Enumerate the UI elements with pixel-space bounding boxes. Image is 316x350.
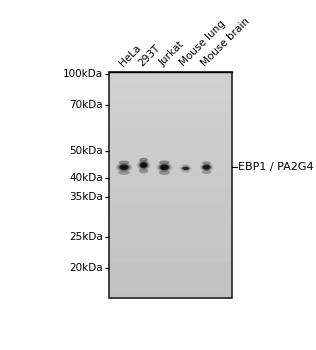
Ellipse shape [140, 162, 147, 168]
Ellipse shape [200, 163, 213, 172]
Ellipse shape [117, 163, 131, 172]
Text: 35kDa: 35kDa [70, 192, 103, 202]
Text: 50kDa: 50kDa [70, 146, 103, 156]
Ellipse shape [180, 166, 191, 171]
Ellipse shape [159, 170, 170, 175]
Text: EBP1 / PA2G4: EBP1 / PA2G4 [238, 162, 313, 172]
Ellipse shape [140, 162, 147, 168]
Ellipse shape [138, 161, 149, 169]
Ellipse shape [118, 170, 130, 175]
Ellipse shape [182, 167, 189, 170]
Ellipse shape [202, 170, 211, 174]
Text: Mouse lung: Mouse lung [178, 19, 228, 68]
Ellipse shape [119, 165, 129, 170]
Ellipse shape [118, 160, 130, 165]
Text: Mouse brain: Mouse brain [199, 16, 251, 68]
Ellipse shape [121, 166, 127, 169]
Ellipse shape [116, 162, 132, 172]
Ellipse shape [161, 166, 167, 169]
Ellipse shape [160, 165, 169, 170]
Text: 40kDa: 40kDa [70, 173, 103, 183]
Ellipse shape [204, 166, 209, 169]
Ellipse shape [182, 167, 190, 170]
Ellipse shape [141, 163, 146, 167]
Ellipse shape [159, 160, 170, 165]
Ellipse shape [181, 166, 191, 170]
Ellipse shape [139, 158, 148, 162]
Ellipse shape [202, 164, 211, 170]
Ellipse shape [119, 165, 129, 170]
Ellipse shape [118, 164, 130, 171]
Ellipse shape [139, 162, 148, 169]
Ellipse shape [160, 165, 169, 170]
Ellipse shape [182, 167, 189, 170]
Text: Jurkat: Jurkat [157, 40, 186, 68]
Ellipse shape [202, 161, 211, 165]
Ellipse shape [139, 168, 148, 173]
Bar [109, 72, 232, 298]
Ellipse shape [203, 165, 210, 170]
Text: 20kDa: 20kDa [70, 262, 103, 273]
Ellipse shape [156, 162, 172, 172]
Ellipse shape [137, 160, 150, 170]
Ellipse shape [158, 163, 171, 172]
Text: 100kDa: 100kDa [63, 69, 103, 79]
Text: 293T: 293T [137, 43, 162, 68]
Ellipse shape [203, 165, 210, 170]
Ellipse shape [182, 170, 190, 173]
Text: HeLa: HeLa [117, 43, 143, 68]
Ellipse shape [183, 167, 188, 169]
Text: 25kDa: 25kDa [70, 232, 103, 243]
Ellipse shape [182, 164, 190, 167]
Ellipse shape [159, 164, 170, 171]
Ellipse shape [201, 164, 212, 171]
Text: 70kDa: 70kDa [70, 100, 103, 110]
